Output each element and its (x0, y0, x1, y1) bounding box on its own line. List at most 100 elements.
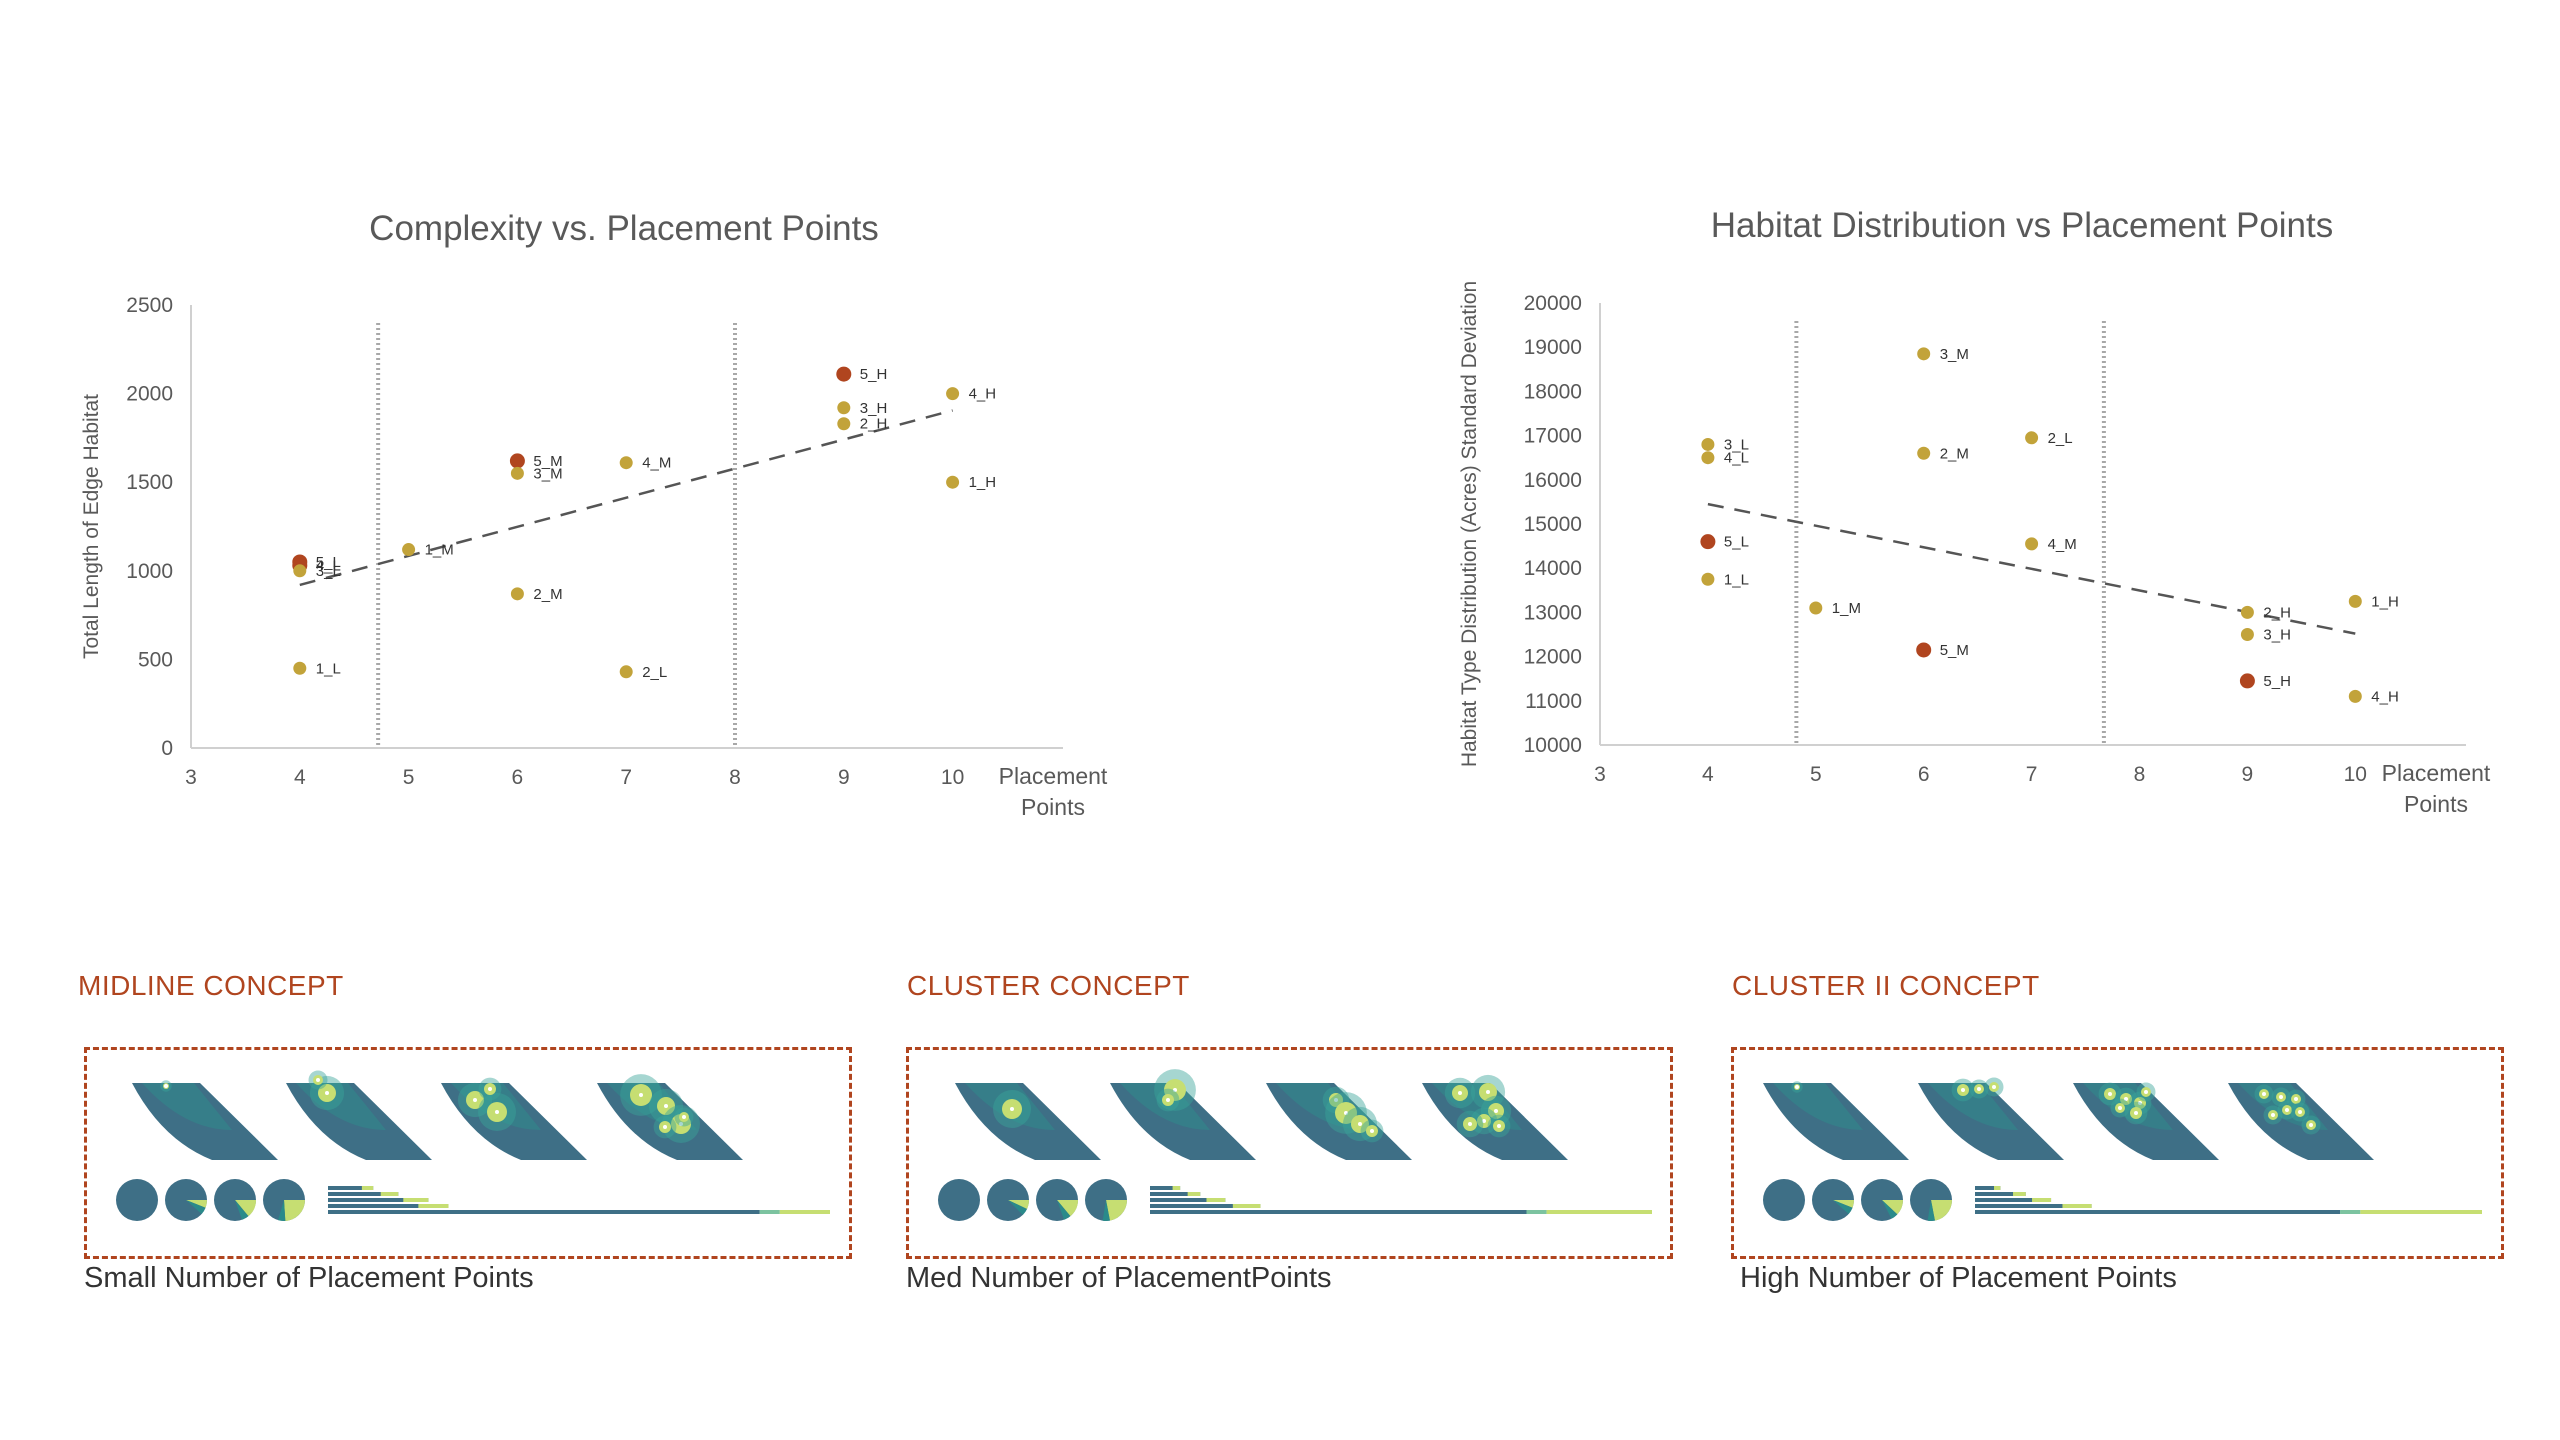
data-point-label: 3_L (316, 563, 341, 580)
data-point-marker (293, 661, 307, 675)
data-point-label: 2_H (860, 416, 888, 433)
y-axis-label: Total Length of Edge Habitat (80, 394, 103, 659)
bar-segment-mid (1526, 1210, 1547, 1214)
data-point-label: 1_L (1724, 571, 1749, 588)
data-point-marker (2348, 689, 2362, 703)
pie-slice-teal (1057, 1200, 1071, 1220)
placement-center (1334, 1098, 1338, 1102)
data-point-1_L: 1_L (293, 660, 341, 677)
data-point-marker (1809, 601, 1823, 615)
habitat-tile-2 (286, 1070, 432, 1160)
y-tick-label: 19000 (1524, 336, 1582, 359)
data-point-label: 1_L (316, 660, 341, 677)
distribution-pie-4 (263, 1179, 306, 1222)
bar-segment-lime (1232, 1204, 1261, 1208)
habitat-bar-4 (1150, 1204, 1261, 1208)
pie-slice-lime (1106, 1200, 1127, 1221)
y-tick-label: 12000 (1524, 646, 1582, 669)
placement-center (2124, 1097, 2128, 1101)
placement-center (663, 1125, 667, 1129)
data-point-marker (1700, 534, 1716, 550)
pie-slice-teal (186, 1200, 206, 1214)
habitat-tile-4 (597, 1074, 743, 1160)
x-tick-label: 5 (1810, 763, 1822, 786)
data-point-label: 5_M (1940, 642, 1969, 659)
data-point-4_H: 4_H (2348, 688, 2399, 705)
placement-center (2108, 1092, 2112, 1096)
x-axis-label: Placement Points (2382, 760, 2491, 817)
pie-slice-lime (1833, 1200, 1854, 1208)
habitat-bar-5 (328, 1210, 830, 1214)
data-point-5_L: 5_L (1700, 534, 1749, 551)
data-point-3_L: 3_L (1701, 436, 1749, 453)
data-point-label: 3_L (1724, 436, 1749, 453)
habitat-bar-4 (328, 1204, 449, 1208)
x-axis-label: Placement Points (999, 763, 1108, 820)
placement-center (1358, 1122, 1362, 1126)
data-point-2_H: 2_H (837, 416, 887, 433)
data-point-marker (1917, 347, 1931, 361)
pie-slice-lime (1931, 1200, 1952, 1221)
pie-slice-lime (1057, 1200, 1078, 1217)
data-point-marker (2240, 628, 2254, 641)
distribution-pie-1 (938, 1179, 980, 1221)
bar-segment-lime (1994, 1186, 2001, 1190)
data-point-marker (2025, 537, 2039, 551)
habitat-tile-2 (1918, 1077, 2064, 1160)
bar-segment-dark (328, 1210, 760, 1214)
placement-center (488, 1087, 492, 1091)
placement-center (1458, 1091, 1462, 1095)
data-point-1_M: 1_M (1809, 600, 1861, 617)
x-tick-label: 6 (512, 766, 524, 789)
data-point-marker (510, 466, 524, 480)
data-point-label: 5_L (1724, 534, 1749, 551)
bar-segment-lime (1546, 1210, 1652, 1214)
chart-title: Complexity vs. Placement Points (369, 209, 879, 248)
data-point-5_M: 5_M (509, 453, 563, 470)
data-point-2_M: 2_M (510, 586, 563, 603)
bar-segment-lime (1187, 1192, 1201, 1196)
data-point-marker (402, 543, 416, 557)
habitat-tile-zone (1773, 1083, 1863, 1130)
data-point-label: 5_H (860, 366, 888, 383)
data-point-label: 1_M (1832, 600, 1861, 617)
chart-title: Habitat Distribution vs Placement Points (1711, 206, 2334, 245)
x-tick-label: 3 (185, 766, 197, 789)
data-point-label: 5_L (316, 554, 341, 571)
placement-center (325, 1091, 329, 1095)
bar-segment-dark (1975, 1198, 2052, 1202)
bar-segment-dark (1150, 1192, 1201, 1196)
bar-segment-dark (328, 1198, 429, 1202)
placement-center (1486, 1090, 1490, 1094)
data-point-4_M: 4_M (619, 455, 671, 472)
placement-center (1977, 1087, 1981, 1091)
data-point-3_H: 3_H (837, 400, 887, 417)
habitat-tile-3 (2073, 1082, 2219, 1160)
pie-slice-teal (1882, 1200, 1898, 1219)
pie-slice-lime (1008, 1200, 1029, 1209)
placement-center (2309, 1123, 2313, 1127)
placement-center (1468, 1122, 1472, 1126)
y-tick-label: 20000 (1524, 292, 1582, 315)
y-tick-label: 11000 (1525, 690, 1582, 713)
placement-center (2262, 1092, 2266, 1096)
bar-segment-dark (328, 1204, 449, 1208)
placement-center (2285, 1108, 2289, 1112)
y-tick-label: 500 (138, 648, 173, 671)
data-point-3_L: 3_L (293, 563, 341, 580)
data-point-2_L: 2_L (2025, 430, 2073, 447)
data-point-label: 2_M (1940, 445, 1969, 462)
data-point-1_H: 1_H (2348, 593, 2399, 610)
pie-slice-teal (1102, 1200, 1110, 1221)
data-point-marker (619, 456, 633, 470)
complexity-chart: Complexity vs. Placement Points 0 500 1000 1… (80, 209, 1108, 820)
placement-center (682, 1115, 686, 1119)
habitat-tile-zone (142, 1083, 232, 1130)
placement-center (1166, 1098, 1170, 1102)
y-axis-label: Habitat Type Distribution (Acres) Standa… (1458, 281, 1481, 767)
data-point-5_H: 5_H (836, 366, 887, 383)
distribution-pie-4 (1910, 1179, 1952, 1221)
x-tick-label: 4 (294, 766, 306, 789)
placement-center (2118, 1106, 2122, 1110)
cluster-ii-concept-title: CLUSTER II CONCEPT (1732, 970, 2040, 1001)
